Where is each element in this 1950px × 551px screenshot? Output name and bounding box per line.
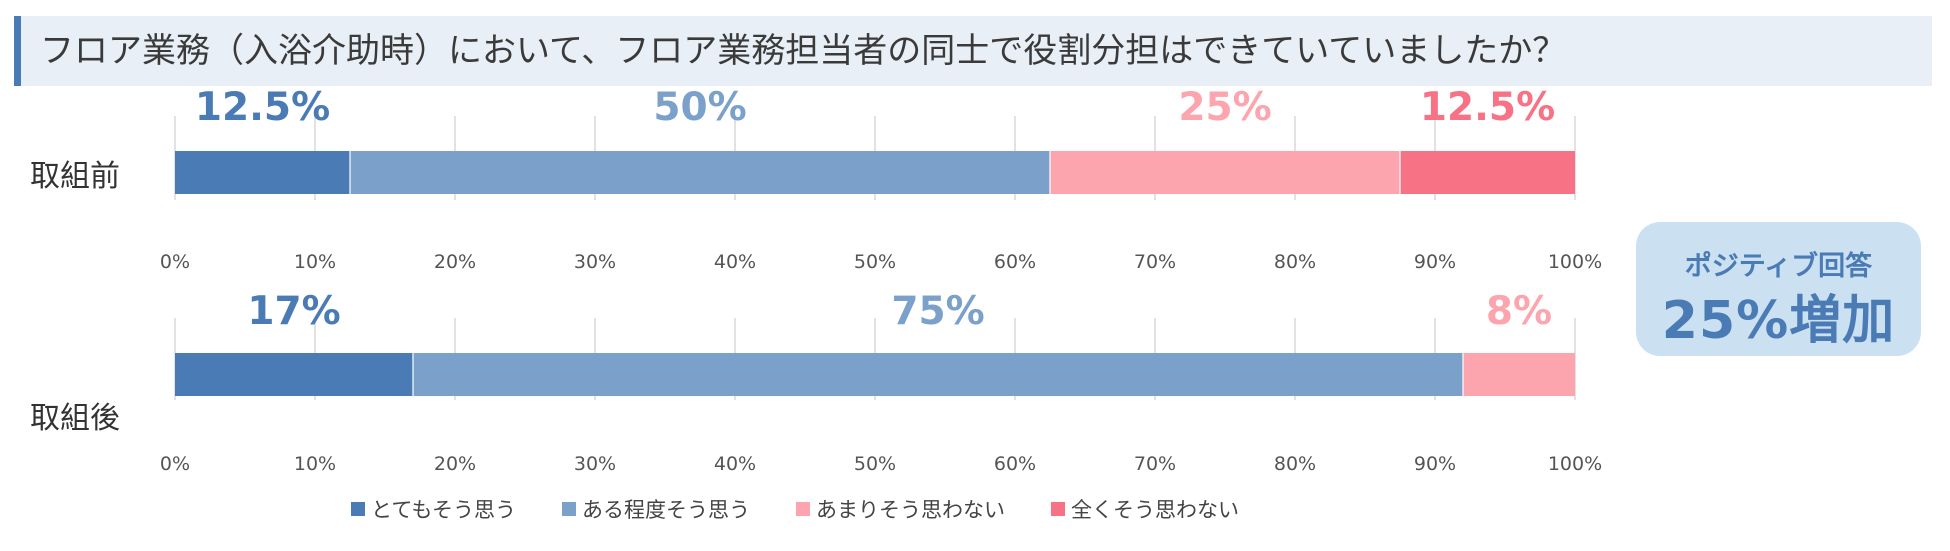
data-label: 17% (247, 289, 340, 334)
x-tick-label: 20% (434, 453, 476, 475)
bar-segment (1463, 353, 1575, 396)
callout-value: 25%増加 (1661, 291, 1896, 351)
x-tick-label: 50% (854, 251, 896, 273)
legend-item: とてもそう思う (351, 494, 516, 524)
legend-label: ある程度そう思う (581, 498, 750, 522)
chart-legend: とてもそう思う ある程度そう思う あまりそう思わない 全くそう思わない (0, 494, 1590, 524)
x-tick-label: 20% (434, 251, 476, 273)
legend-item: あまりそう思わない (795, 494, 1005, 524)
x-tick-label: 80% (1274, 251, 1316, 273)
bar-segment (413, 353, 1463, 396)
x-tick-label: 30% (574, 453, 616, 475)
x-tick-label: 0% (160, 251, 190, 273)
data-label: 50% (653, 85, 746, 130)
x-tick-label: 60% (994, 251, 1036, 273)
legend-item: ある程度そう思う (561, 494, 750, 524)
x-tick-label: 80% (1274, 453, 1316, 475)
bar-segment (1400, 151, 1575, 194)
x-tick-label: 70% (1134, 251, 1176, 273)
data-label: 12.5% (195, 85, 330, 130)
title-accent-bar (14, 16, 21, 86)
x-tick-label: 60% (994, 453, 1036, 475)
data-label: 12.5% (1420, 85, 1555, 130)
title-bar: フロア業務（入浴介助時）において、フロア業務担当者の同士で役割分担はできていてい… (14, 16, 1932, 86)
category-label: 取組前 (30, 159, 120, 194)
x-tick-label: 100% (1548, 453, 1602, 475)
bar-segment (1050, 151, 1400, 194)
legend-swatch (1050, 502, 1065, 516)
x-tick-label: 90% (1414, 453, 1456, 475)
legend-swatch (561, 502, 576, 516)
data-label: 8% (1486, 289, 1552, 334)
x-tick-label: 50% (854, 453, 896, 475)
callout-caption: ポジティブ回答 (1684, 251, 1873, 282)
x-tick-label: 0% (160, 453, 190, 475)
x-tick-label: 70% (1134, 453, 1176, 475)
x-tick-label: 40% (714, 251, 756, 273)
legend-item: 全くそう思わない (1050, 494, 1239, 524)
x-tick-label: 100% (1548, 251, 1602, 273)
legend-swatch (351, 502, 366, 516)
x-tick-label: 90% (1414, 251, 1456, 273)
x-tick-label: 30% (574, 251, 616, 273)
legend-label: あまりそう思わない (815, 498, 1005, 522)
data-label: 75% (891, 289, 984, 334)
x-tick-label: 10% (294, 251, 336, 273)
legend-label: とてもそう思う (371, 498, 516, 522)
x-tick-label: 40% (714, 453, 756, 475)
positive-response-callout: ポジティブ回答 25%増加 (1636, 222, 1921, 356)
category-label: 取組後 (30, 401, 120, 436)
bar-segment (175, 353, 413, 396)
chart-title: フロア業務（入浴介助時）において、フロア業務担当者の同士で役割分担はできていてい… (40, 31, 1567, 71)
bar-segment (350, 151, 1050, 194)
bar-segment (175, 151, 350, 194)
data-label: 25% (1178, 85, 1271, 130)
legend-swatch (795, 502, 810, 516)
legend-label: 全くそう思わない (1070, 498, 1239, 522)
x-tick-label: 10% (294, 453, 336, 475)
